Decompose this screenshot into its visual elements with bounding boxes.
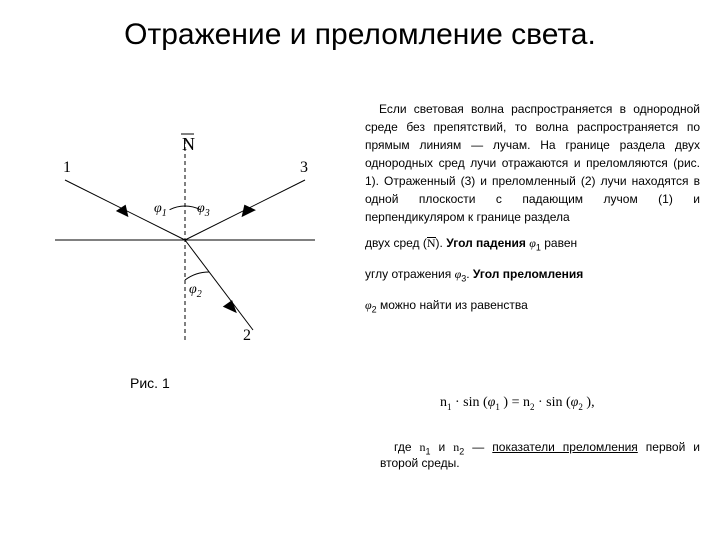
text-p1d: равен xyxy=(541,236,577,250)
f-sin2: · sin ( xyxy=(534,395,570,410)
snell-formula: n1 · sin (φ1 ) = n2 · sin (φ2 ), xyxy=(440,395,595,412)
arc-phi2 xyxy=(185,272,209,280)
label-1: 1 xyxy=(63,159,71,176)
label-phi1: φ1 xyxy=(154,201,167,219)
text-p2a: углу отражения xyxy=(365,267,455,281)
body-text: Если световая волна распространяется в о… xyxy=(365,100,700,319)
n-bar-inline: N xyxy=(427,237,436,249)
label-2: 2 xyxy=(243,327,251,344)
diagram-caption: Рис. 1 xyxy=(130,375,170,391)
p4c: — xyxy=(464,440,492,454)
f-end: ), xyxy=(583,395,595,410)
bold-angle-incidence: Угол падения xyxy=(446,236,529,250)
refraction-diagram: N 1 3 2 φ1 φ3 φ2 xyxy=(35,100,335,400)
arrow-reflected xyxy=(237,201,256,217)
label-phi3: φ3 xyxy=(197,201,210,219)
bold-angle-refraction: Угол преломления xyxy=(473,267,583,281)
phi2-inline: φ xyxy=(365,298,372,312)
p4b: и xyxy=(431,440,454,454)
text-p1b: двух сред ( xyxy=(365,236,427,250)
p4a: где xyxy=(394,440,420,454)
text-p1a: Если световая волна распространяется в о… xyxy=(365,102,700,224)
f-n1: n xyxy=(440,395,447,410)
refraction-index-link[interactable]: показатели преломления xyxy=(492,440,638,454)
label-3: 3 xyxy=(300,159,308,176)
f-sin1: · sin ( xyxy=(452,395,488,410)
phi1-inline: φ xyxy=(529,236,536,250)
label-phi2: φ2 xyxy=(189,282,202,300)
arrow-incident xyxy=(116,202,133,217)
label-n: N xyxy=(182,134,195,154)
text-p3a: можно найти из равенства xyxy=(377,298,528,312)
arc-phi1 xyxy=(170,206,185,210)
page-title: Отражение и преломление света. xyxy=(30,18,690,52)
text-p1c: ). xyxy=(436,236,447,250)
f-mid: ) = n xyxy=(500,395,530,410)
text-p2b: . xyxy=(466,267,473,281)
text-where: где n1 и n2 — показатели преломления пер… xyxy=(380,440,700,470)
